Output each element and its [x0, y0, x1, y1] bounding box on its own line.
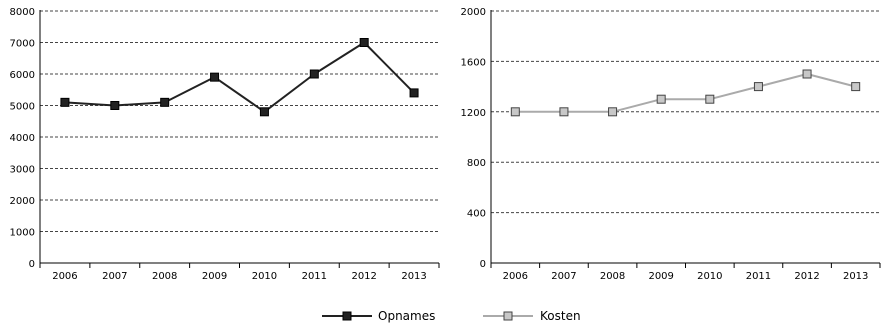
x-tick-label: 2007: [102, 271, 127, 282]
x-tick-label: 2009: [648, 271, 673, 282]
chart-kosten: 0 400 800 1200 1600 2000 2006 2007 2008 2009 2010 2…: [461, 7, 881, 282]
y-tick-label: 3000: [10, 165, 35, 176]
data-point-opnames: [259, 107, 269, 117]
x-tick-label: 2007: [551, 271, 576, 282]
x-tick-label: 2008: [152, 271, 177, 282]
series-line-kosten: [515, 73, 856, 113]
data-point-kosten: [510, 107, 520, 117]
y-tick-label: 1000: [10, 228, 35, 239]
y-tick-label: 800: [467, 158, 486, 169]
x-tick-label: 2011: [746, 271, 771, 282]
y-tick-label: 400: [467, 209, 486, 220]
x-tick-label: 2013: [843, 271, 868, 282]
y-tick-label: 1200: [461, 108, 486, 119]
x-tick-label: 2010: [697, 271, 722, 282]
legend-marker-opnames: [342, 311, 352, 321]
data-point-kosten: [705, 94, 715, 104]
x-tick-label: 2010: [252, 271, 277, 282]
data-point-opnames: [160, 97, 170, 107]
y-tick-label: 2000: [461, 7, 486, 18]
y-tick-label: 5000: [10, 102, 35, 113]
legend-label-opnames: Opnames: [378, 309, 435, 323]
x-tick-label: 2009: [202, 271, 227, 282]
series-line-opnames: [64, 41, 415, 113]
x-tick-label: 2012: [794, 271, 819, 282]
x-tick-label: 2013: [401, 271, 426, 282]
y-tick-label: 8000: [10, 7, 35, 18]
y-tick-label: 4000: [10, 133, 35, 144]
legend-label-kosten: Kosten: [540, 309, 581, 323]
data-point-kosten: [608, 107, 618, 117]
data-point-kosten: [851, 82, 861, 92]
y-tick-label: 0: [480, 259, 486, 270]
y-tick-label: 0: [29, 259, 35, 270]
x-tick-label: 2006: [52, 271, 77, 282]
x-tick-label: 2012: [351, 271, 376, 282]
legend: Opnames Kosten: [322, 309, 581, 323]
data-point-opnames: [110, 101, 120, 110]
data-point-opnames: [359, 38, 369, 47]
x-tick-label: 2006: [503, 271, 528, 282]
x-tick-label: 2008: [600, 271, 625, 282]
y-tick-label: 2000: [10, 196, 35, 207]
data-point-kosten: [656, 94, 666, 104]
y-tick-label: 7000: [10, 39, 35, 50]
data-point-kosten: [802, 69, 812, 79]
y-tick-label: 6000: [10, 70, 35, 81]
data-point-opnames: [60, 97, 70, 107]
chart-opnames: 0 1000 2000 3000 4000 5000 6000 7000 8000 2006 200…: [10, 7, 440, 282]
data-point-opnames: [210, 72, 220, 82]
x-tick-label: 2011: [302, 271, 327, 282]
data-point-kosten: [559, 107, 569, 117]
data-point-opnames: [409, 88, 419, 98]
legend-marker-kosten: [503, 311, 513, 321]
data-point-opnames: [309, 69, 319, 79]
y-tick-label: 1600: [461, 57, 486, 68]
data-point-kosten: [753, 82, 763, 92]
